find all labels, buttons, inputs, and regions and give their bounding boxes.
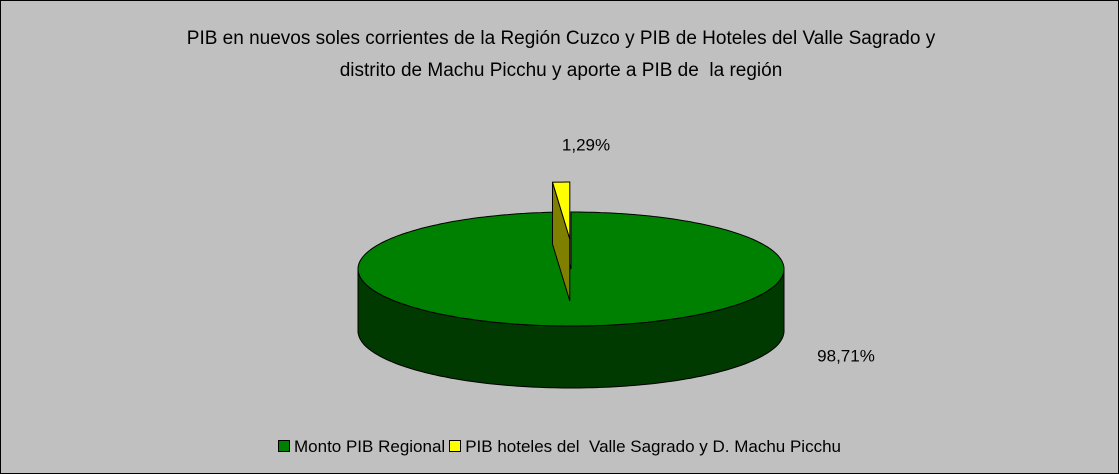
legend-swatch bbox=[449, 440, 462, 452]
legend-swatch bbox=[278, 440, 290, 452]
legend-item: Monto PIB Regional bbox=[278, 437, 445, 457]
chart-title: PIB en nuevos soles corrientes de la Reg… bbox=[186, 28, 941, 81]
data-label: 1,29% bbox=[562, 135, 610, 154]
legend-label: Monto PIB Regional bbox=[294, 437, 446, 456]
legend-item: PIB hoteles del Valle Sagrado y D. Machu… bbox=[449, 437, 841, 457]
legend: Monto PIB Regional PIB hoteles del Valle … bbox=[1, 437, 1118, 457]
legend-label: PIB hoteles del Valle Sagrado y D. Machu… bbox=[465, 437, 841, 456]
slice-top bbox=[357, 211, 785, 327]
slice-top bbox=[551, 181, 571, 240]
data-label: 98,71% bbox=[817, 346, 875, 365]
